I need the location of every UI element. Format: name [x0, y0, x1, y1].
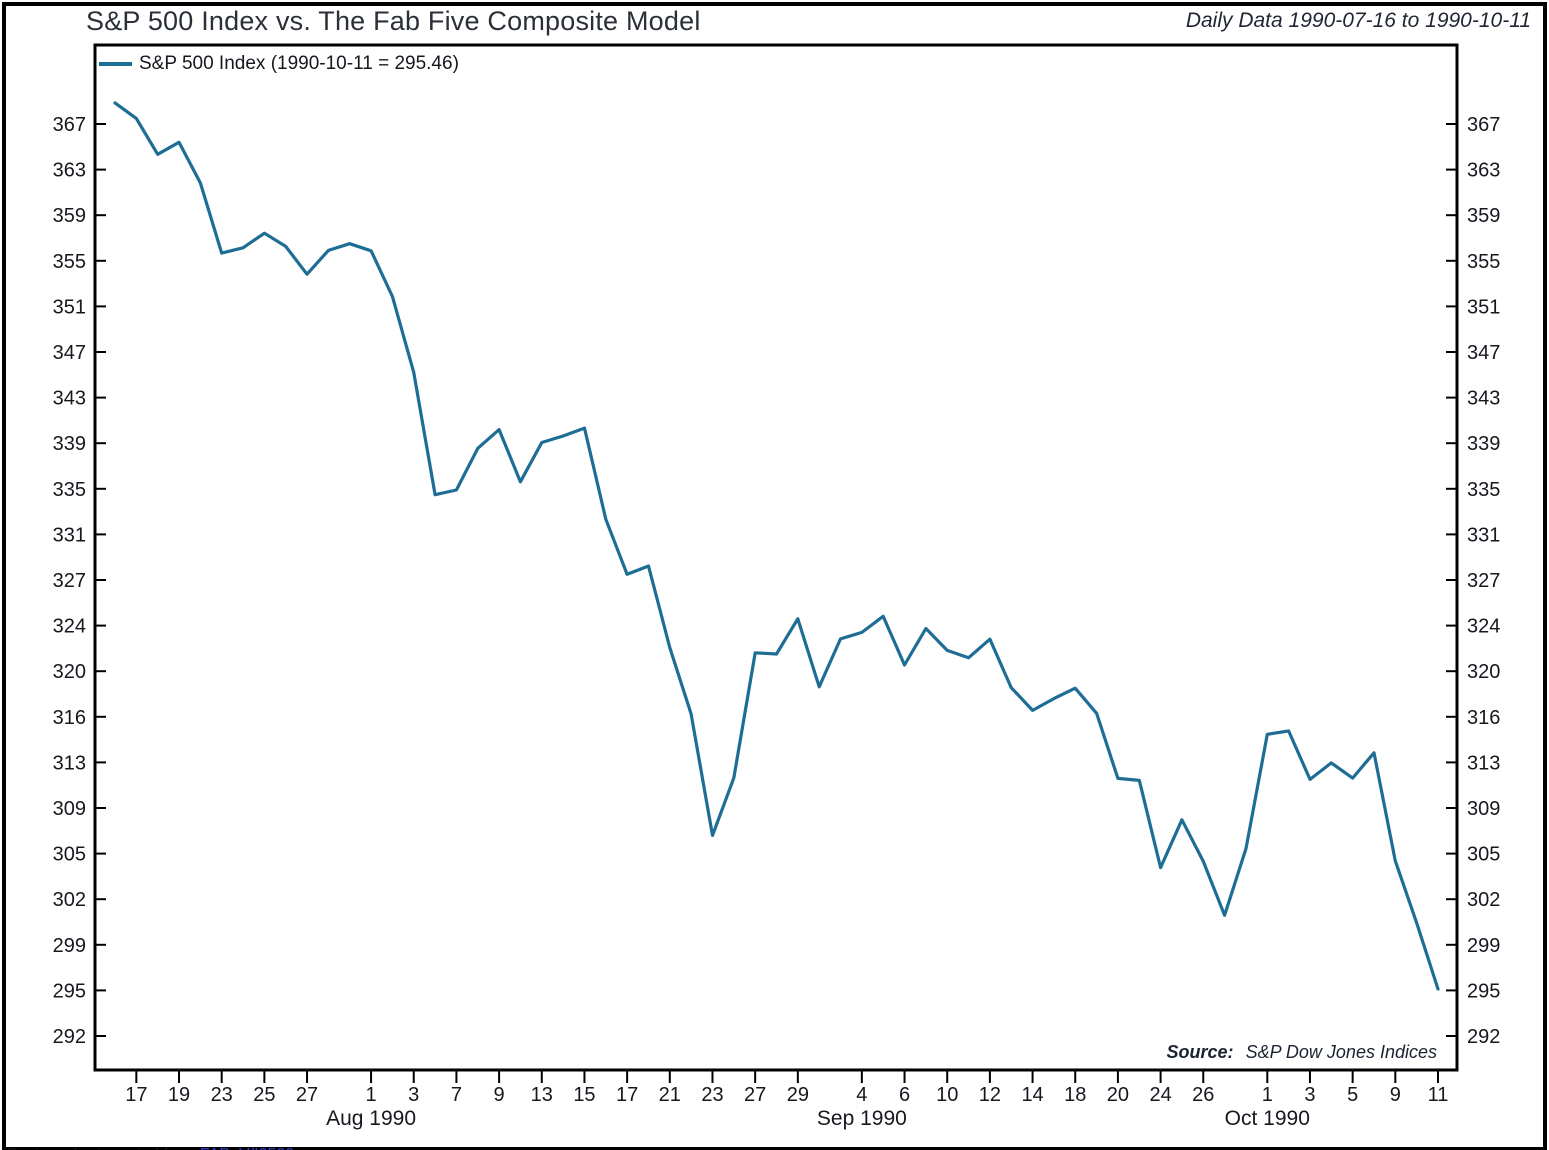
y-tick-label-left: 363 [53, 160, 86, 182]
footer-chart-code-link[interactable]: FAB_V/I0500 [200, 1146, 294, 1150]
x-tick-label: 9 [1390, 1084, 1401, 1106]
plot-border [93, 43, 1459, 1072]
x-tick-label: 12 [979, 1084, 1001, 1106]
y-tick-label-right: 292 [1467, 1026, 1500, 1048]
y-tick-label-right: 295 [1467, 980, 1500, 1002]
x-tick-label: 14 [1021, 1084, 1043, 1106]
month-label: Oct 1990 [1225, 1107, 1310, 1130]
x-tick-label: 17 [616, 1084, 638, 1106]
x-tick-label: 18 [1064, 1084, 1086, 1106]
x-tick-label: 1 [1262, 1084, 1273, 1106]
source-note: Source: S&P Dow Jones Indices [1167, 1042, 1437, 1063]
x-tick-label: 6 [899, 1084, 910, 1106]
x-tick-label: 7 [451, 1084, 462, 1106]
month-label: Sep 1990 [817, 1107, 907, 1130]
x-tick-label: 11 [1428, 1084, 1449, 1106]
y-tick-label-right: 347 [1467, 342, 1500, 364]
legend-label: S&P 500 Index (1990-10-11 = 295.46) [139, 53, 459, 74]
x-tick-label: 24 [1149, 1084, 1171, 1106]
y-tick-label-left: 335 [53, 479, 86, 501]
sp500-price-line [113, 101, 1440, 991]
legend: S&P 500 Index (1990-10-11 = 295.46) [99, 53, 459, 75]
x-tick-label: 23 [701, 1084, 723, 1106]
y-tick-label-left: 339 [53, 433, 86, 455]
y-tick-label-right: 302 [1467, 889, 1500, 911]
source-label: Source: [1166, 1042, 1234, 1062]
y-tick-label-right: 339 [1467, 433, 1500, 455]
y-tick-label-right: 335 [1467, 479, 1500, 501]
y-tick-label-right: 363 [1467, 160, 1500, 182]
y-tick-label-right: 309 [1467, 798, 1500, 820]
y-tick-label-right: 359 [1467, 205, 1500, 227]
footer-text: Custom chart created from [6, 1146, 200, 1150]
x-tick-label: 27 [296, 1084, 318, 1106]
x-tick-label: 15 [573, 1084, 595, 1106]
x-tick-label: 27 [744, 1084, 766, 1106]
x-tick-label: 9 [494, 1084, 505, 1106]
y-tick-label-left: 355 [53, 251, 86, 273]
x-tick-label: 26 [1192, 1084, 1214, 1106]
x-tick-label: 21 [659, 1084, 681, 1106]
y-tick-label-right: 299 [1467, 935, 1500, 957]
y-tick-label-left: 327 [53, 570, 86, 592]
x-tick-label: 29 [787, 1084, 809, 1106]
x-tick-label: 13 [531, 1084, 553, 1106]
x-tick-label: 5 [1347, 1084, 1358, 1106]
y-tick-label-right: 316 [1467, 707, 1500, 729]
y-tick-label-right: 355 [1467, 251, 1500, 273]
y-tick-label-left: 299 [53, 935, 86, 957]
y-tick-label-right: 324 [1467, 616, 1500, 638]
legend-line-swatch-icon [99, 62, 132, 66]
y-tick-label-left: 367 [53, 114, 86, 136]
y-tick-label-right: 367 [1467, 114, 1500, 136]
y-tick-label-right: 351 [1467, 296, 1500, 318]
page-title: S&P 500 Index vs. The Fab Five Composite… [86, 6, 701, 36]
source-value: S&P Dow Jones Indices [1245, 1042, 1437, 1062]
y-tick-label-left: 295 [53, 980, 86, 1002]
y-tick-label-left: 320 [53, 661, 86, 683]
y-tick-label-right: 331 [1467, 524, 1500, 546]
y-tick-label-left: 324 [53, 616, 86, 638]
y-tick-label-left: 316 [53, 707, 86, 729]
y-tick-label-left: 347 [53, 342, 86, 364]
y-tick-label-right: 305 [1467, 844, 1500, 866]
y-tick-label-right: 343 [1467, 388, 1500, 410]
x-tick-label: 20 [1107, 1084, 1129, 1106]
x-tick-label: 23 [211, 1084, 233, 1106]
y-tick-label-left: 302 [53, 889, 86, 911]
x-tick-label: 3 [408, 1084, 419, 1106]
x-tick-label: 4 [856, 1084, 867, 1106]
y-tick-label-left: 313 [53, 752, 86, 774]
y-tick-label-right: 320 [1467, 661, 1500, 683]
x-tick-label: 25 [253, 1084, 275, 1106]
x-tick-label: 10 [936, 1084, 958, 1106]
period-note: Daily Data 1990-07-16 to 1990-10-11 [1185, 9, 1531, 32]
y-tick-label-left: 351 [53, 296, 86, 318]
footer-clipped-text: Custom chart created from FAB_V/I0500 [6, 1146, 294, 1150]
x-tick-label: 3 [1304, 1084, 1315, 1106]
y-tick-label-left: 331 [53, 524, 86, 546]
y-tick-label-left: 309 [53, 798, 86, 820]
y-tick-label-left: 343 [53, 388, 86, 410]
x-tick-label: 1 [366, 1084, 377, 1106]
y-tick-label-right: 313 [1467, 752, 1500, 774]
month-label: Aug 1990 [326, 1107, 416, 1130]
y-tick-label-right: 327 [1467, 570, 1500, 592]
x-tick-label: 19 [168, 1084, 190, 1106]
y-tick-label-left: 292 [53, 1026, 86, 1048]
y-tick-label-left: 305 [53, 844, 86, 866]
y-tick-label-left: 359 [53, 205, 86, 227]
x-tick-label: 17 [125, 1084, 147, 1106]
